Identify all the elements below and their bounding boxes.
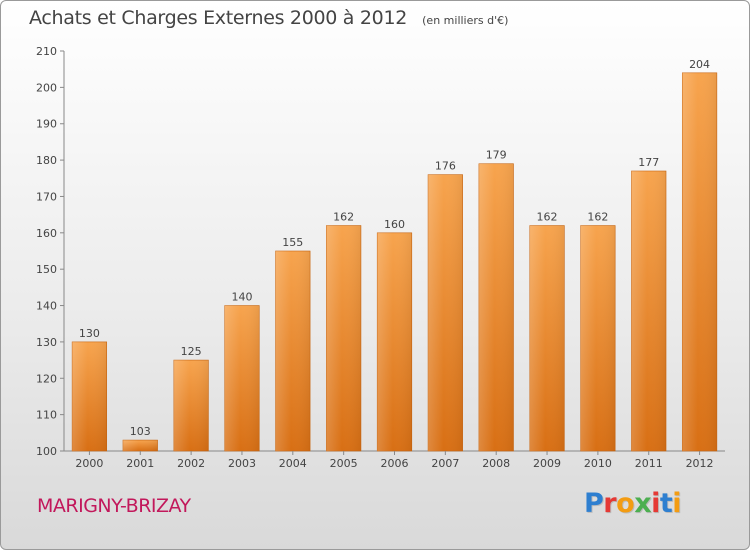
bar-sheen [478, 163, 514, 451]
x-tick-label: 2001 [126, 457, 154, 470]
bar-sheen [224, 305, 260, 451]
data-label: 103 [130, 425, 151, 438]
x-tick-label: 2004 [279, 457, 307, 470]
x-tick-label: 2007 [431, 457, 459, 470]
chart-unit: (en milliers d'€) [422, 14, 509, 27]
x-tick-label: 2010 [584, 457, 612, 470]
y-tick-label: 120 [36, 372, 57, 385]
y-tick-label: 100 [36, 445, 57, 458]
data-label: 162 [537, 211, 558, 224]
commune-name: MARIGNY-BRIZAY [37, 495, 191, 517]
x-tick-label: 2005 [330, 457, 358, 470]
bar-sheen [428, 174, 463, 452]
data-label: 130 [79, 327, 100, 340]
data-label: 125 [181, 345, 202, 358]
logo-letter: P [584, 488, 604, 519]
bar-sheen [173, 360, 209, 451]
x-tick-label: 2009 [533, 457, 561, 470]
data-label: 204 [689, 58, 710, 71]
y-tick-label: 180 [36, 154, 57, 167]
bar-sheen [377, 232, 412, 451]
bar-sheen [326, 225, 361, 451]
data-label: 162 [333, 211, 354, 224]
y-tick-label: 210 [36, 45, 57, 58]
x-tick-label: 2000 [75, 457, 103, 470]
x-tick-label: 2012 [686, 457, 714, 470]
logo-letter: r [603, 488, 617, 519]
chart-title-block: Achats et Charges Externes 2000 à 2012 (… [29, 7, 508, 29]
x-tick-label: 2003 [228, 457, 256, 470]
x-tick-label: 2008 [482, 457, 510, 470]
x-tick-label: 2006 [381, 457, 409, 470]
y-tick-label: 170 [36, 190, 57, 203]
x-tick-label: 2002 [177, 457, 205, 470]
data-label: 160 [384, 218, 405, 231]
y-tick-label: 200 [36, 81, 57, 94]
data-label: 162 [587, 211, 608, 224]
y-tick-label: 190 [36, 118, 57, 131]
data-label: 177 [638, 156, 659, 169]
chart-title: Achats et Charges Externes 2000 à 2012 [29, 7, 408, 29]
x-tick-label: 2011 [635, 457, 663, 470]
data-label: 179 [486, 149, 507, 162]
logo-letter: i [672, 488, 682, 519]
bar-sheen [631, 171, 667, 451]
bar-sheen [72, 341, 107, 451]
logo-letter: o [616, 488, 635, 519]
logo-letter: i [651, 488, 660, 519]
bar-sheen [580, 225, 616, 451]
logo-letter: t [659, 488, 673, 519]
y-tick-label: 160 [36, 227, 57, 240]
data-label: 176 [435, 160, 456, 173]
y-tick-label: 150 [36, 263, 57, 276]
y-tick-label: 140 [36, 300, 57, 313]
data-label: 140 [231, 291, 252, 304]
data-label: 155 [282, 236, 303, 249]
bar-sheen [529, 225, 565, 451]
proxiti-logo[interactable]: Proxiti [584, 488, 682, 519]
y-tick-label: 130 [36, 336, 57, 349]
bar-sheen [275, 251, 311, 451]
bar-sheen [682, 72, 717, 452]
logo-letter: x [634, 488, 652, 519]
bar-sheen [122, 440, 158, 451]
y-tick-label: 110 [36, 409, 57, 422]
